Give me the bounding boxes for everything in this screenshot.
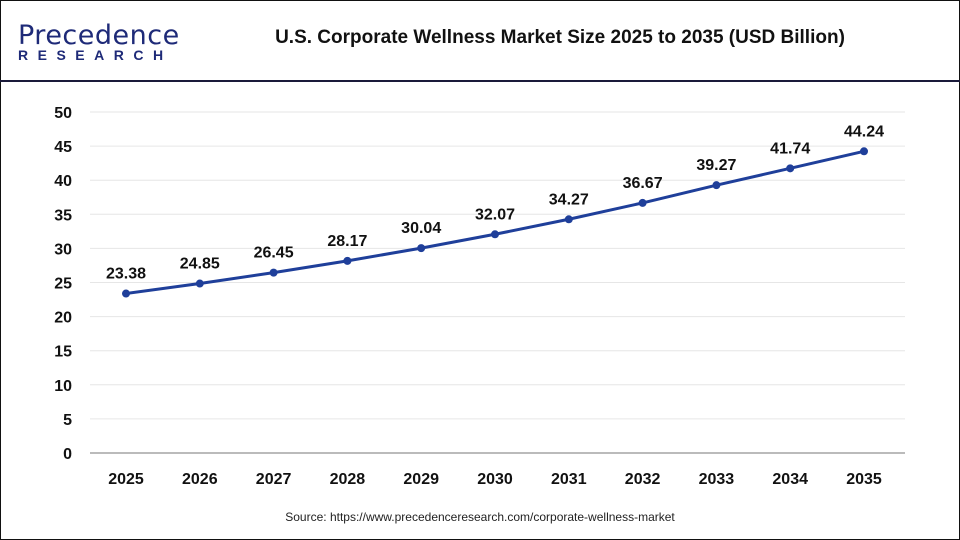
data-label: 30.04 <box>401 220 441 237</box>
precedence-research-logo: Precedence RESEARCH <box>18 20 180 63</box>
data-label: 34.27 <box>549 191 589 208</box>
source-note: Source: https://www.precedenceresearch.c… <box>285 510 675 524</box>
x-tick-label: 2029 <box>403 471 439 488</box>
y-tick-label: 20 <box>54 310 72 327</box>
y-tick-label: 15 <box>54 344 72 361</box>
x-tick-label: 2027 <box>256 471 292 488</box>
logo-bottom: RESEARCH <box>18 47 173 63</box>
logo-top: Precedence <box>18 20 180 51</box>
y-tick-label: 35 <box>54 207 72 224</box>
x-tick-label: 2035 <box>846 471 882 488</box>
data-label: 26.45 <box>254 245 294 262</box>
x-tick-label: 2031 <box>551 471 587 488</box>
data-point <box>786 164 795 173</box>
data-label: 24.85 <box>180 256 220 273</box>
data-label: 39.27 <box>696 157 736 174</box>
y-tick-label: 45 <box>54 139 72 156</box>
data-point <box>195 279 204 288</box>
y-tick-label: 0 <box>63 446 72 463</box>
x-tick-label: 2034 <box>772 471 808 488</box>
data-label: 41.74 <box>770 140 810 157</box>
y-tick-label: 10 <box>54 378 72 395</box>
y-tick-label: 30 <box>54 241 72 258</box>
data-label: 44.24 <box>844 123 884 140</box>
data-point <box>269 268 278 277</box>
data-point <box>417 244 426 253</box>
data-label: 32.07 <box>475 206 515 223</box>
x-tick-label: 2030 <box>477 471 513 488</box>
y-tick-label: 50 <box>54 105 72 122</box>
data-point <box>638 198 647 207</box>
x-tick-label: 2032 <box>625 471 661 488</box>
chart-title: U.S. Corporate Wellness Market Size 2025… <box>275 27 845 48</box>
data-point <box>712 181 721 190</box>
y-tick-label: 5 <box>63 412 72 429</box>
data-label: 36.67 <box>623 175 663 192</box>
data-point <box>122 289 130 298</box>
data-label: 28.17 <box>327 233 367 250</box>
data-label: 23.38 <box>106 266 146 283</box>
x-tick-label: 2025 <box>108 471 144 488</box>
data-point <box>343 256 352 265</box>
data-point <box>860 147 868 156</box>
y-tick-label: 25 <box>54 276 72 293</box>
header: Precedence RESEARCH U.S. Corporate Welln… <box>0 0 960 82</box>
y-tick-label: 40 <box>54 173 72 190</box>
data-point <box>564 215 573 224</box>
data-point <box>491 230 499 239</box>
x-tick-label: 2033 <box>699 471 735 488</box>
x-tick-label: 2026 <box>182 471 218 488</box>
x-tick-label: 2028 <box>330 471 366 488</box>
